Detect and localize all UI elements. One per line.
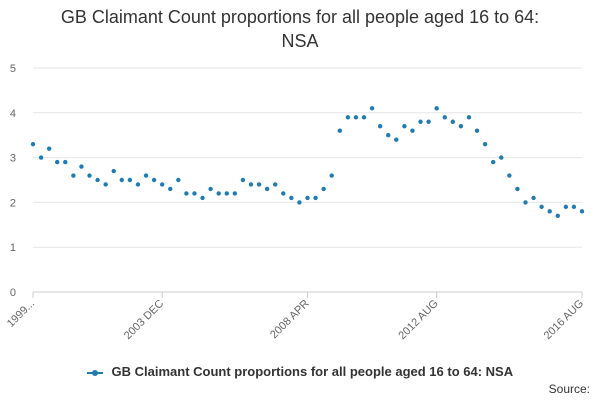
data-point[interactable] [224,191,229,196]
data-point[interactable] [63,159,68,165]
data-point[interactable] [547,209,552,214]
data-point[interactable] [119,177,125,183]
y-tick-label: 3 [10,153,16,165]
data-point[interactable] [386,133,391,138]
y-tick-label: 2 [10,197,16,209]
data-point[interactable] [216,191,221,196]
data-point[interactable] [523,200,528,205]
data-point[interactable] [353,115,359,120]
data-point[interactable] [168,186,173,192]
legend[interactable]: GB Claimant Count proportions for all pe… [0,364,600,379]
data-point[interactable] [579,209,585,214]
data-point[interactable] [176,177,181,183]
data-point[interactable] [71,173,76,178]
data-point[interactable] [321,186,326,192]
chart-title-line-1: GB Claimant Count proportions for all pe… [60,7,540,27]
data-point[interactable] [539,204,544,210]
data-point[interactable] [329,173,334,178]
data-point[interactable] [466,115,472,120]
data-point[interactable] [313,195,318,201]
data-point[interactable] [337,128,342,133]
data-point[interactable] [490,159,496,165]
data-point[interactable] [248,182,254,187]
x-axis-ticks: 1999... 2003 DEC 2008 APR 2012 AUG 2016 AUG [5,292,586,342]
data-point[interactable] [200,195,205,201]
data-point[interactable] [208,186,213,192]
data-point[interactable] [232,191,238,196]
data-point[interactable] [450,119,456,124]
data-point[interactable] [273,182,278,187]
y-tick-label: 5 [10,63,16,75]
x-tick-label: 2003 DEC [122,298,166,342]
data-point[interactable] [192,191,197,196]
data-point[interactable] [369,106,375,111]
x-tick-label: 1999... [5,298,37,330]
data-point[interactable] [563,204,569,210]
y-tick-label: 1 [10,242,16,254]
data-point[interactable] [79,164,84,169]
data-point[interactable] [402,124,407,129]
data-point[interactable] [571,204,577,210]
x-tick-label: 2016 AUG [542,298,586,342]
data-point[interactable] [426,119,431,124]
data-points [30,106,585,219]
data-point[interactable] [507,173,512,178]
data-point[interactable] [442,115,447,120]
data-point[interactable] [127,177,133,183]
data-point[interactable] [135,182,141,187]
x-tick-label: 2012 AUG [396,298,440,342]
data-point[interactable] [377,124,383,129]
data-point[interactable] [55,159,60,165]
x-tick-label: 2008 APR [268,298,312,342]
data-point[interactable] [103,182,108,187]
data-point[interactable] [281,191,286,196]
data-point[interactable] [46,146,52,151]
data-point[interactable] [95,177,100,183]
data-point[interactable] [394,137,399,142]
data-point[interactable] [30,141,36,147]
data-point[interactable] [184,191,189,196]
data-point[interactable] [289,195,294,201]
source-label: Source: [548,382,590,396]
data-point[interactable] [297,200,302,205]
data-point[interactable] [151,177,157,183]
data-point[interactable] [361,115,367,120]
data-point[interactable] [482,141,488,147]
legend-series-label: GB Claimant Count proportions for all pe… [111,364,514,379]
data-point[interactable] [458,124,464,129]
data-point[interactable] [38,155,44,160]
data-point[interactable] [410,128,415,133]
data-point[interactable] [111,168,116,174]
data-point[interactable] [264,186,270,192]
grid-lines [33,67,582,293]
data-point[interactable] [434,106,439,111]
y-axis-ticks: 0 1 2 3 4 5 [10,63,16,299]
data-point[interactable] [87,173,92,178]
y-tick-label: 4 [10,108,16,120]
data-point[interactable] [240,177,246,183]
chart-title-line-2: NSA [281,31,319,51]
data-point[interactable] [159,182,165,187]
data-point[interactable] [515,186,520,192]
data-point[interactable] [555,213,560,219]
legend-series-marker [86,368,103,378]
data-point[interactable] [499,155,504,160]
data-point[interactable] [143,173,149,178]
chart-title: GB Claimant Count proportions for all pe… [0,5,600,53]
data-point[interactable] [531,195,536,201]
data-point[interactable] [418,119,423,124]
data-point[interactable] [345,115,351,120]
y-tick-label: 0 [10,287,16,299]
data-point[interactable] [305,195,310,201]
data-point[interactable] [256,182,262,187]
data-point[interactable] [474,128,480,133]
